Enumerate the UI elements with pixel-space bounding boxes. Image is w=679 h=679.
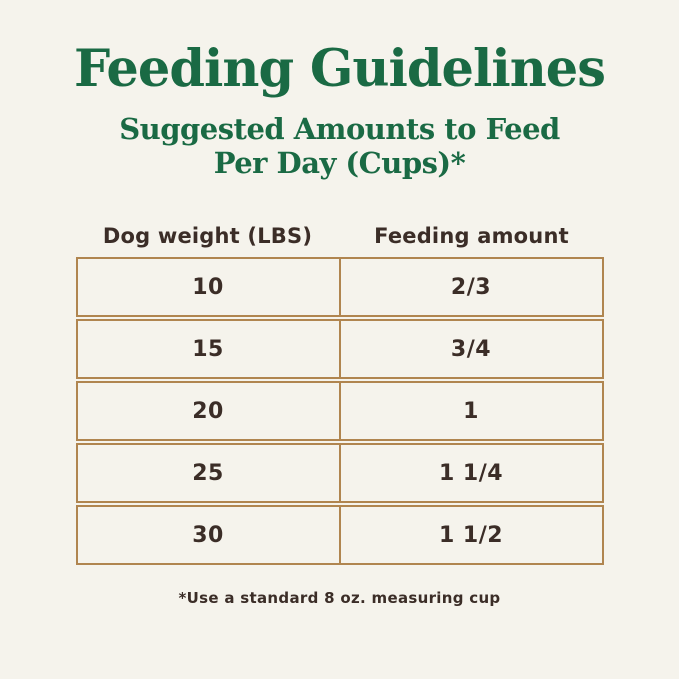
column-header-feeding-amount: Feeding amount [374,224,569,249]
table-row: 25 1 1/4 [75,443,604,504]
feeding-amount-cell: 1 [463,398,479,424]
table-row: 10 2/3 [75,257,604,318]
dog-weight-cell: 20 [78,383,341,440]
measuring-cup-footnote: *Use a standard 8 oz. measuring cup [178,589,501,608]
feeding-amount-cell: 2/3 [450,274,492,300]
feeding-amount-cell: 1 1/2 [438,522,504,548]
table-row: 30 1 1/2 [75,505,604,566]
subtitle-line-2: Per Day (Cups)* [213,145,466,180]
feeding-amount-cell: 3/4 [450,336,492,362]
page-title: Feeding Guidelines [74,39,606,99]
subtitle-line-1: Suggested Amounts to Feed [119,111,560,146]
table-body: 10 2/3 15 3/4 20 1 25 1 1/4 30 1 1/2 [75,257,604,566]
page-subtitle: Suggested Amounts to Feed Per Day (Cups)… [119,112,560,180]
table-header-row: Dog weight (LBS) Feeding amount [76,224,604,248]
table-row: 20 1 [75,381,604,442]
column-header-dog-weight: Dog weight (LBS) [102,224,313,249]
dog-weight-cell: 25 [78,445,341,502]
feeding-amount-cell: 1 1/4 [438,460,504,486]
table-row: 15 3/4 [75,319,604,380]
dog-weight-cell: 10 [78,259,341,316]
dog-weight-cell: 30 [78,507,341,564]
feeding-table: Dog weight (LBS) Feeding amount 10 2/3 1… [75,224,604,566]
dog-weight-cell: 15 [78,321,341,378]
